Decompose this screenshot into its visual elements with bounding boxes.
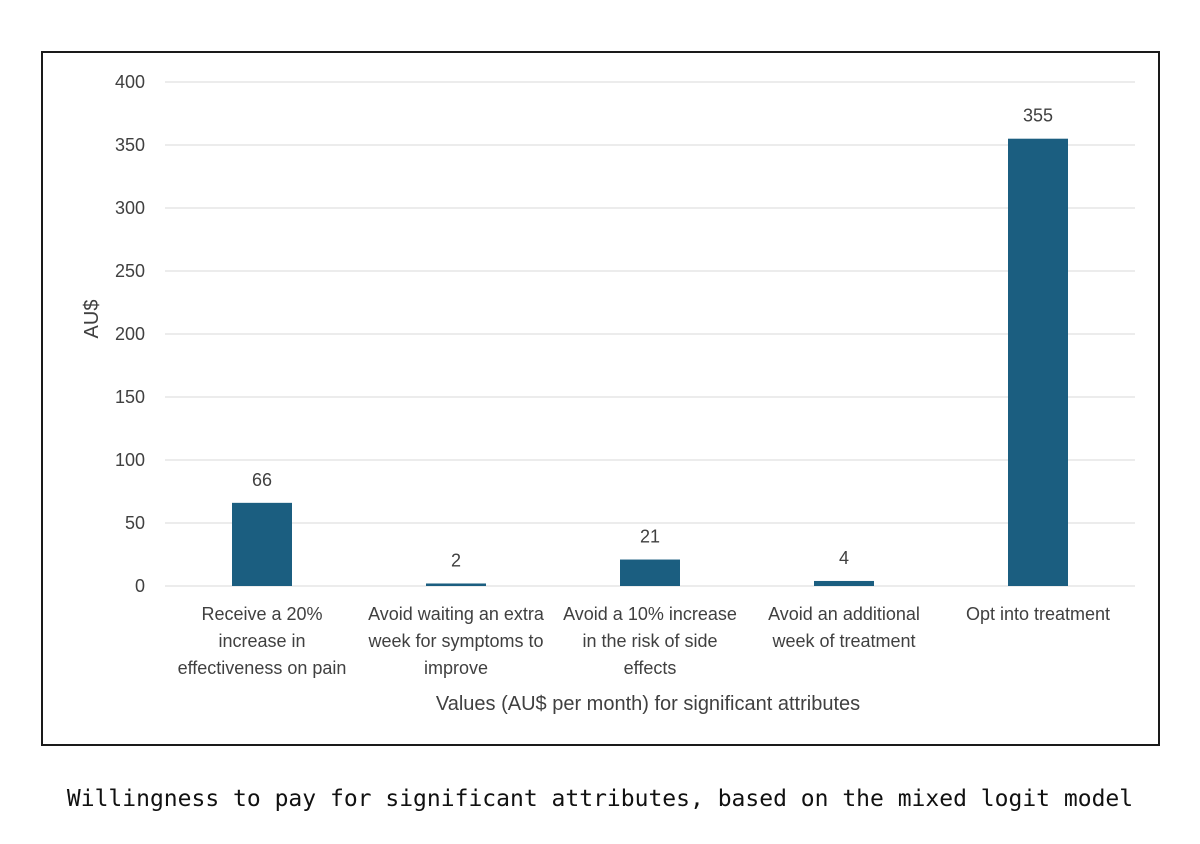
x-category-line: week for symptoms to bbox=[367, 631, 543, 651]
bar bbox=[426, 583, 486, 586]
x-category-line: Avoid waiting an extra bbox=[368, 604, 545, 624]
y-axis-title: AU$ bbox=[81, 300, 103, 339]
x-axis-categories: Receive a 20% increase in effectiveness on… bbox=[178, 604, 1110, 678]
x-category-label: Avoid waiting an extra week for symptoms … bbox=[367, 604, 544, 678]
x-category-label: Opt into treatment bbox=[966, 604, 1110, 624]
bar bbox=[814, 580, 874, 586]
x-category-label: Avoid a 10% increase in the risk of side e… bbox=[563, 604, 737, 678]
x-category-line: increase in bbox=[218, 631, 305, 651]
data-labels: 66 2 21 4 355 bbox=[252, 106, 1053, 571]
x-category-line: Avoid a 10% increase bbox=[563, 604, 737, 624]
x-category-line: improve bbox=[424, 658, 488, 678]
x-category-label: Avoid an additional week of treatment bbox=[768, 604, 920, 651]
x-category-line: in the risk of side bbox=[582, 631, 717, 651]
y-tick-label: 50 bbox=[125, 513, 145, 533]
bar bbox=[232, 502, 292, 586]
y-tick-label: 400 bbox=[115, 72, 145, 92]
y-tick-label: 150 bbox=[115, 387, 145, 407]
gridlines bbox=[165, 81, 1135, 587]
x-category-line: week of treatment bbox=[771, 631, 915, 651]
x-category-line: effectiveness on pain bbox=[178, 658, 347, 678]
x-category-line: Receive a 20% bbox=[201, 604, 322, 624]
bar-chart: 0 50 100 150 200 250 300 350 400 66 2 21 4 355 Recei… bbox=[81, 72, 1135, 715]
bar bbox=[1008, 138, 1068, 586]
x-axis-title: Values (AU$ per month) for significant a… bbox=[436, 693, 860, 715]
figure-caption: Willingness to pay for significant attri… bbox=[66, 786, 1134, 812]
data-label: 66 bbox=[252, 470, 272, 490]
data-label: 4 bbox=[839, 548, 849, 568]
x-category-line: Avoid an additional bbox=[768, 604, 920, 624]
y-tick-label: 100 bbox=[115, 450, 145, 470]
x-category-line: effects bbox=[624, 658, 677, 678]
y-tick-label: 300 bbox=[115, 198, 145, 218]
x-category-label: Receive a 20% increase in effectiveness on… bbox=[178, 604, 347, 678]
x-category-line: Opt into treatment bbox=[966, 604, 1110, 624]
chart-frame: 0 50 100 150 200 250 300 350 400 66 2 21 4 355 Recei… bbox=[41, 51, 1160, 746]
y-tick-label: 200 bbox=[115, 324, 145, 344]
y-tick-label: 0 bbox=[135, 576, 145, 596]
y-tick-label: 250 bbox=[115, 261, 145, 281]
bar bbox=[620, 559, 680, 586]
bars bbox=[232, 138, 1068, 586]
data-label: 2 bbox=[451, 550, 461, 570]
data-label: 355 bbox=[1023, 106, 1053, 126]
y-axis-ticks: 0 50 100 150 200 250 300 350 400 bbox=[115, 72, 145, 596]
y-tick-label: 350 bbox=[115, 135, 145, 155]
data-label: 21 bbox=[640, 527, 660, 547]
